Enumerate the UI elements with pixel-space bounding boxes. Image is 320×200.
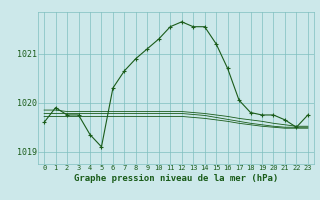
- X-axis label: Graphe pression niveau de la mer (hPa): Graphe pression niveau de la mer (hPa): [74, 174, 278, 183]
